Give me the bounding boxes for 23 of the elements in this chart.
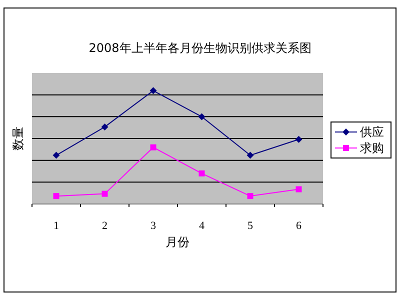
x-tick-label: 6 <box>296 220 302 232</box>
x-axis-title: 月份 <box>166 235 190 249</box>
point <box>198 113 206 120</box>
point <box>52 152 60 159</box>
point <box>296 186 302 192</box>
point <box>150 87 157 94</box>
chart-title: 2008年上半年各月份生物识别供求关系图 <box>88 41 312 55</box>
x-tick-label: 5 <box>248 220 254 232</box>
y-axis-title: 数量 <box>11 126 25 150</box>
point <box>295 136 302 143</box>
point <box>247 193 254 200</box>
legend-label: 求购 <box>360 141 384 155</box>
point <box>102 190 108 197</box>
point <box>101 123 108 130</box>
point <box>246 152 254 159</box>
point <box>198 170 205 176</box>
point <box>53 193 60 200</box>
x-tick-label: 4 <box>199 220 205 232</box>
x-tick-label: 3 <box>150 220 156 232</box>
x-tick-label: 1 <box>54 220 59 232</box>
legend-label: 供应 <box>360 125 384 139</box>
x-tick-label: 2 <box>102 220 108 232</box>
point <box>150 144 156 150</box>
